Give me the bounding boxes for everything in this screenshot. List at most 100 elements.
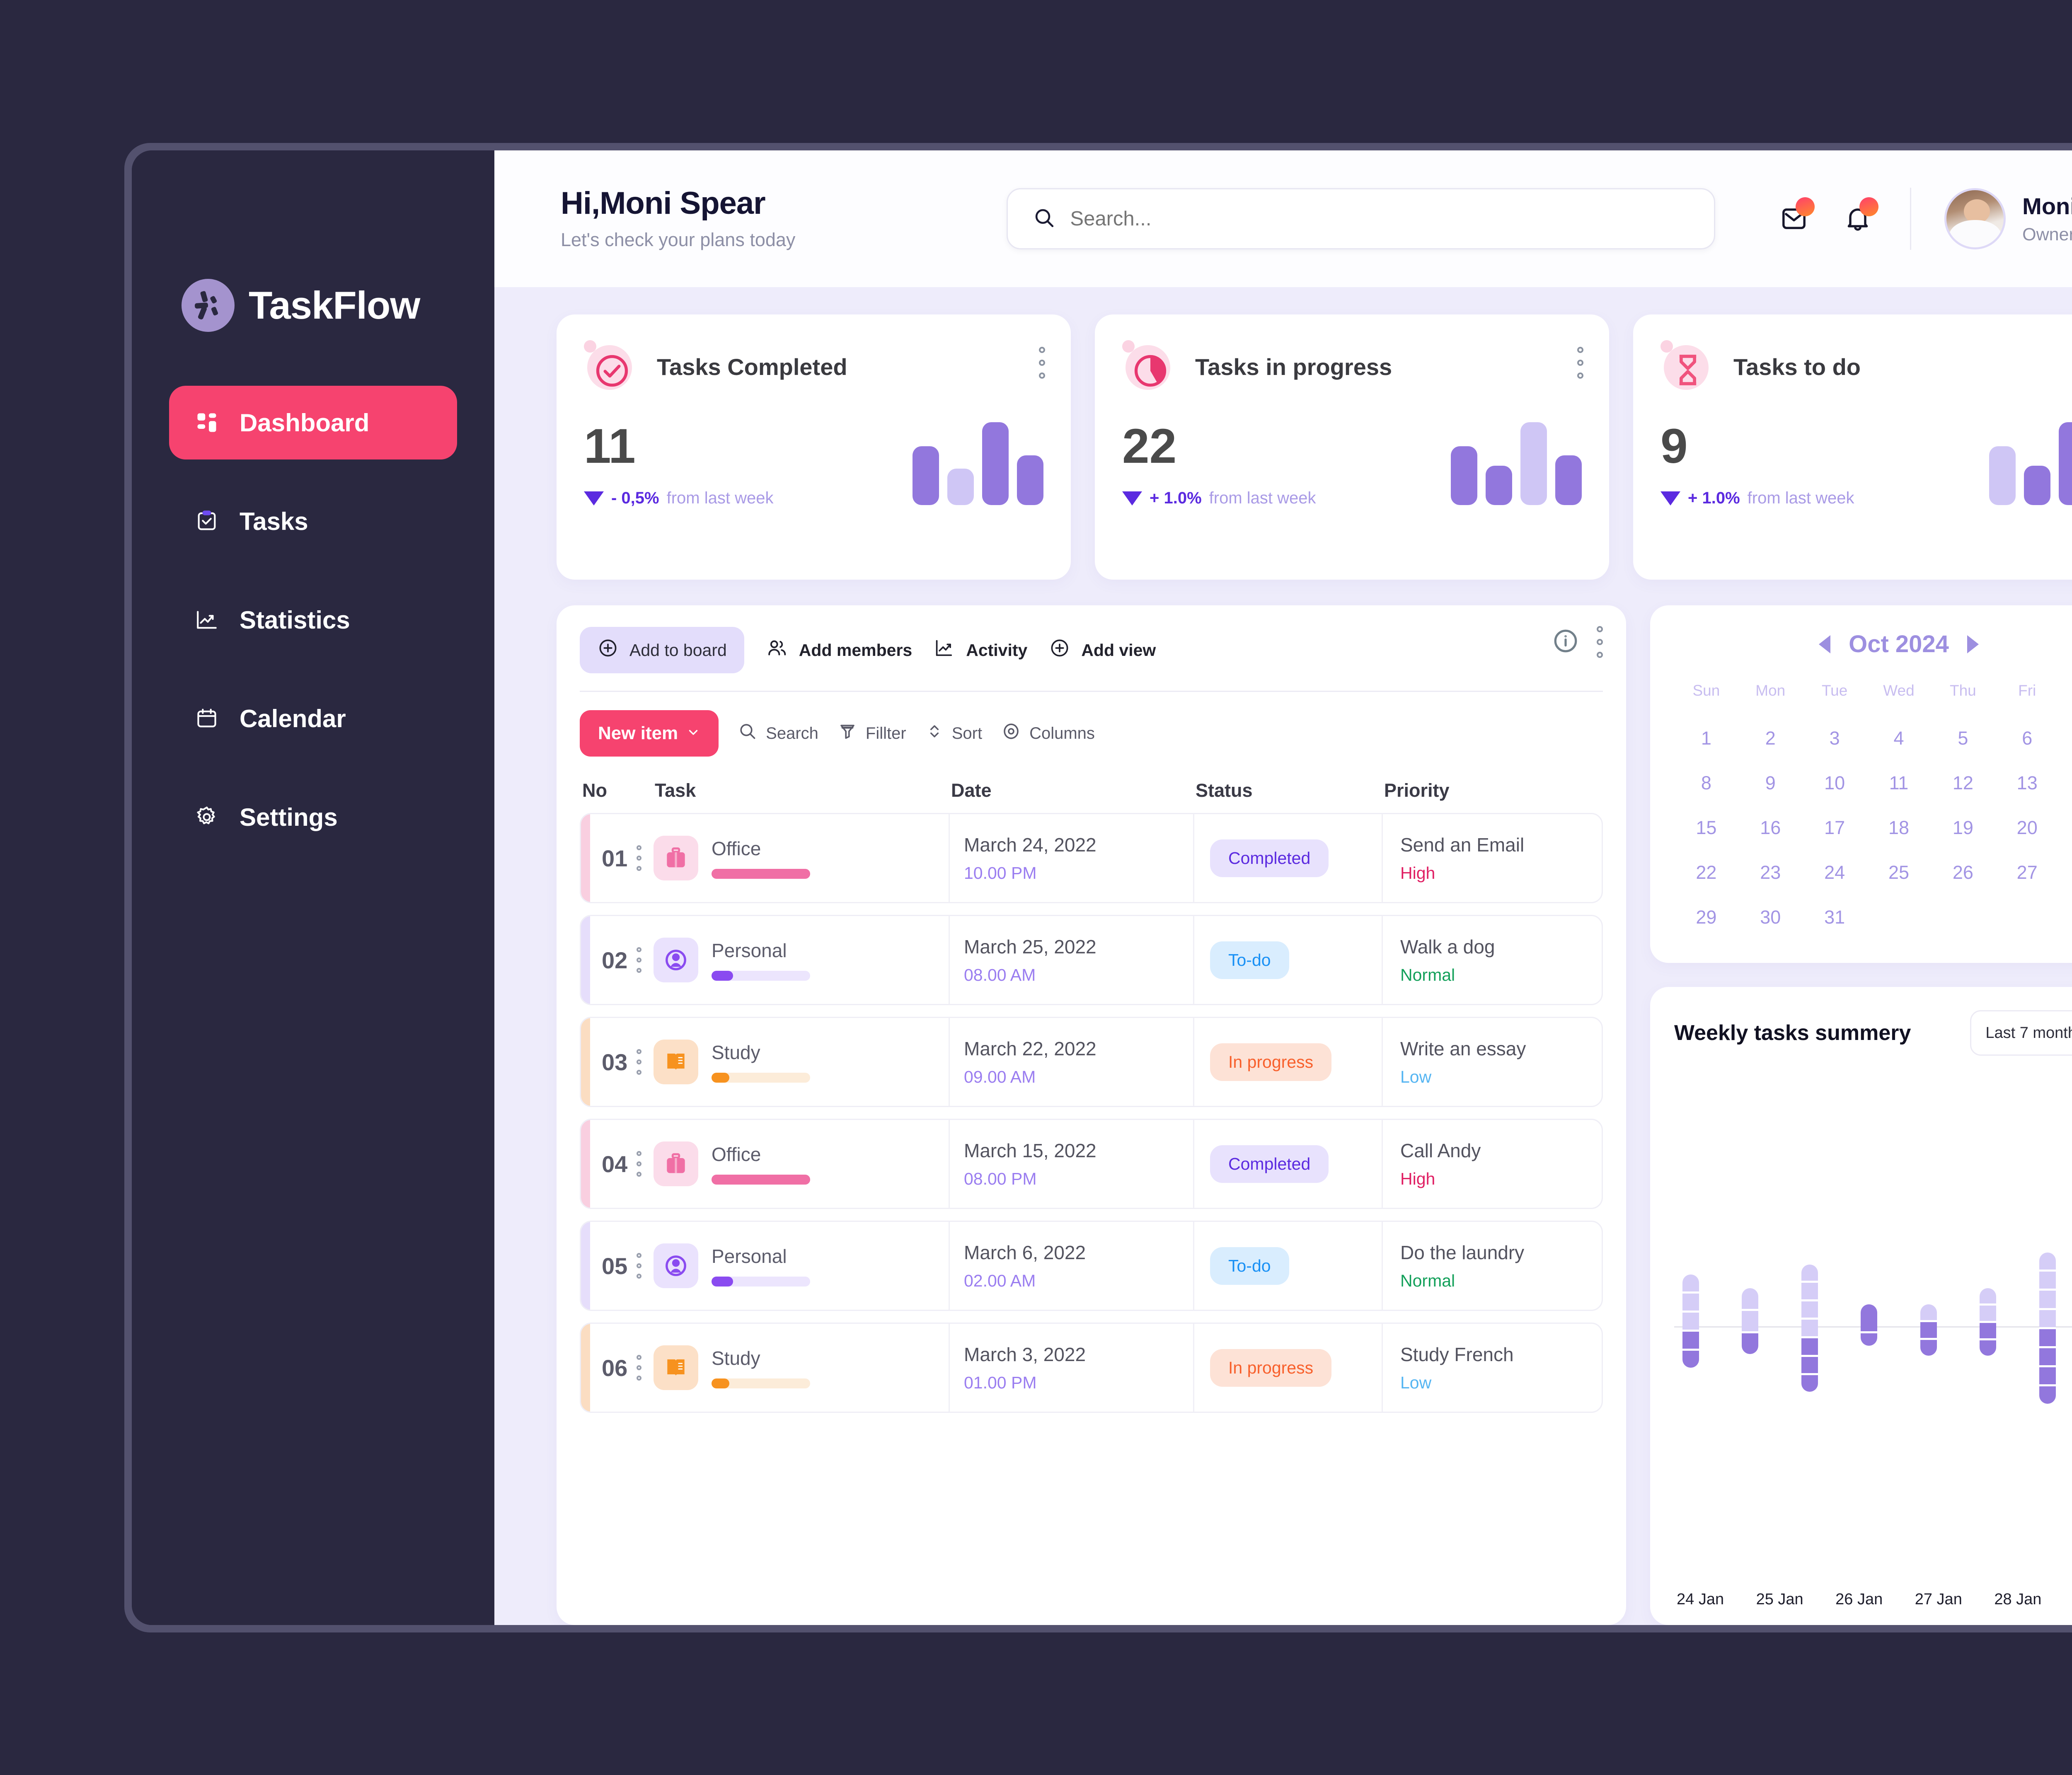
stat-card-menu-button[interactable] [1039, 347, 1045, 379]
calendar-day[interactable]: 9 [1765, 772, 1776, 793]
calendar-day[interactable]: 10 [1824, 772, 1845, 793]
cell-date: March 6, 2022 02.00 AM [950, 1222, 1194, 1310]
new-item-label: New item [598, 723, 678, 743]
new-item-button[interactable]: New item [580, 710, 719, 757]
notifications-button[interactable] [1839, 197, 1879, 238]
chart-x-label: 24 Jan [1677, 1591, 1724, 1608]
status-badge[interactable]: Completed [1210, 839, 1329, 877]
calendar-weekday-label: Mon [1755, 682, 1786, 699]
board-filter-button[interactable]: Fillter [838, 721, 906, 745]
row-accent-bar [581, 1120, 590, 1208]
sidebar-item-calendar[interactable]: Calendar [169, 682, 457, 755]
add-members-button[interactable]: Add members [766, 637, 912, 663]
mail-button[interactable] [1775, 197, 1815, 238]
calendar-day[interactable]: 28 [2059, 850, 2072, 895]
table-row[interactable]: 02 Personal March 25, 2022 08.00 AM To-d… [580, 915, 1603, 1005]
calendar-day[interactable]: 22 [1696, 862, 1717, 883]
stat-card-menu-button[interactable] [1577, 347, 1583, 379]
sidebar-item-tasks[interactable]: Tasks [169, 484, 457, 558]
task-table-body: 01 Office March 24, 2022 10.00 PM Comple… [580, 813, 1603, 1413]
task-name: Study French [1400, 1343, 1514, 1365]
add-to-board-button[interactable]: Add to board [580, 627, 744, 673]
sidebar-item-dashboard[interactable]: Dashboard [169, 386, 457, 459]
board-sort-button[interactable]: Sort [925, 722, 982, 745]
calendar-weekday-label: Tue [1821, 682, 1848, 699]
status-badge[interactable]: In progress [1210, 1349, 1332, 1387]
calendar-day[interactable]: 18 [1888, 817, 1910, 838]
status-badge[interactable]: To-do [1210, 1247, 1289, 1285]
table-row[interactable]: 04 Office March 15, 2022 08.00 PM Comple… [580, 1119, 1603, 1209]
calendar-day[interactable]: 13 [2016, 772, 2038, 793]
task-date: March 24, 2022 [964, 834, 1097, 856]
calendar-day[interactable]: 23 [1760, 862, 1781, 883]
calendar-day[interactable]: 3 [1829, 728, 1840, 749]
calendar-day[interactable]: 17 [1824, 817, 1845, 838]
table-row[interactable]: 03 Study March 22, 2022 09.00 AM In prog… [580, 1017, 1603, 1107]
calendar-day[interactable]: 14 [2059, 761, 2072, 805]
row-menu-button[interactable] [637, 1049, 642, 1075]
chart-bar-column [1801, 1068, 1818, 1584]
cell-date: March 15, 2022 08.00 PM [950, 1120, 1194, 1208]
brand: TaskFlow [132, 279, 494, 332]
calendar-day[interactable]: 2 [1765, 728, 1776, 749]
calendar-day[interactable]: 15 [1696, 817, 1717, 838]
table-row[interactable]: 06 Study March 3, 2022 01.00 PM In progr… [580, 1323, 1603, 1413]
calendar-day[interactable]: 1 [1701, 728, 1711, 749]
status-badge[interactable]: To-do [1210, 941, 1289, 979]
weekly-summary-card: Weekly tasks summery Last 7 month [1650, 987, 2072, 1625]
row-menu-button[interactable] [637, 1355, 642, 1381]
stat-title: Tasks to do [1733, 353, 1861, 380]
status-badge[interactable]: In progress [1210, 1043, 1332, 1081]
trend-down-icon [1122, 491, 1142, 505]
calendar-day[interactable]: 25 [1888, 862, 1910, 883]
calendar-day[interactable]: 6 [2022, 728, 2033, 749]
row-menu-button[interactable] [637, 1253, 642, 1279]
user-circle-icon [654, 938, 698, 982]
check-circle-icon [593, 352, 631, 392]
activity-button[interactable]: Activity [934, 637, 1027, 663]
row-accent-bar [581, 814, 590, 902]
calendar-day[interactable]: 27 [2016, 862, 2038, 883]
board-menu-button[interactable] [1597, 626, 1603, 658]
chart-period-selector[interactable]: Last 7 month [1970, 1010, 2072, 1056]
calendar-day[interactable]: 8 [1701, 772, 1711, 793]
table-row[interactable]: 01 Office March 24, 2022 10.00 PM Comple… [580, 813, 1603, 903]
calendar-day[interactable]: 11 [1889, 772, 1909, 793]
profile-role[interactable]: Owner [2022, 225, 2072, 245]
calendar-day[interactable]: 4 [1893, 728, 1904, 749]
calendar-day[interactable]: 5 [1958, 728, 1968, 749]
calendar-day[interactable]: 24 [1824, 862, 1845, 883]
column-header-task: Task [655, 780, 696, 801]
search-bar[interactable] [1007, 188, 1716, 249]
users-icon [766, 637, 788, 663]
info-circle-icon[interactable] [1552, 627, 1579, 657]
row-menu-button[interactable] [637, 1151, 642, 1177]
chevron-right-icon[interactable] [1967, 635, 1979, 653]
row-menu-button[interactable] [637, 845, 642, 871]
topbar-actions: Moni Spear Owner [1775, 188, 2072, 250]
add-view-button[interactable]: Add view [1049, 637, 1156, 663]
search-input[interactable] [1070, 207, 1690, 230]
calendar-day[interactable]: 20 [2016, 817, 2038, 838]
sidebar-item-statistics[interactable]: Statistics [169, 583, 457, 657]
profile-role-label: Owner [2022, 225, 2072, 244]
calendar-day[interactable]: 12 [1952, 772, 1973, 793]
row-menu-button[interactable] [637, 947, 642, 973]
calendar-day[interactable]: 21 [2059, 805, 2072, 850]
chevron-left-icon[interactable] [1819, 635, 1831, 653]
board-columns-button[interactable]: Columns [1001, 721, 1095, 745]
calendar-day[interactable]: 16 [1760, 817, 1781, 838]
right-column: Oct 2024 SunMonTueWedThuFriSat1234567891… [1650, 605, 2072, 1625]
profile-menu[interactable]: Moni Spear Owner [1944, 188, 2072, 249]
status-badge[interactable]: Completed [1210, 1145, 1329, 1183]
calendar-day[interactable]: 26 [1952, 862, 1973, 883]
table-row[interactable]: 05 Personal March 6, 2022 02.00 AM To-do… [580, 1221, 1603, 1311]
calendar-day[interactable]: 31 [1824, 907, 1845, 928]
sidebar-item-settings[interactable]: Settings [169, 780, 457, 854]
calendar-day[interactable]: 30 [1760, 907, 1781, 928]
board-search-button[interactable]: Search [738, 721, 818, 745]
stat-delta-suffix: from last week [666, 489, 774, 507]
calendar-day[interactable]: 7 [2059, 716, 2072, 761]
calendar-day[interactable]: 29 [1696, 907, 1717, 928]
calendar-day[interactable]: 19 [1952, 817, 1973, 838]
